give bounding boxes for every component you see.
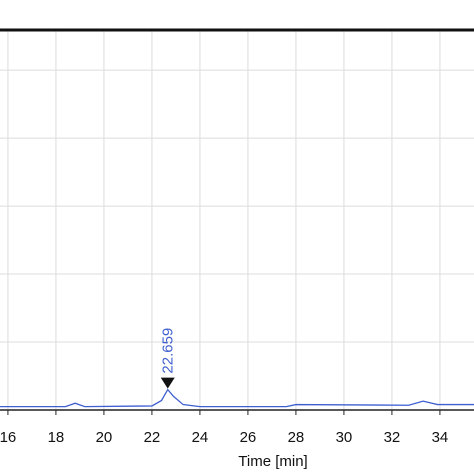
x-tick-label: 22	[144, 429, 161, 446]
x-tick-label: 16	[0, 429, 16, 446]
x-tick-label: 28	[288, 429, 305, 446]
x-axis-label: Time [min]	[238, 453, 307, 470]
x-tick-label: 32	[384, 429, 401, 446]
x-tick-label: 26	[240, 429, 257, 446]
signal-line	[0, 388, 474, 408]
x-tick-label: 18	[48, 429, 65, 446]
x-tick-label: 30	[336, 429, 353, 446]
x-tick-label: 20	[96, 429, 113, 446]
peak-marker	[160, 377, 175, 389]
x-tick-label: 24	[192, 429, 209, 446]
peak-label: 22.659	[160, 328, 177, 374]
x-tick-label: 34	[432, 429, 449, 446]
